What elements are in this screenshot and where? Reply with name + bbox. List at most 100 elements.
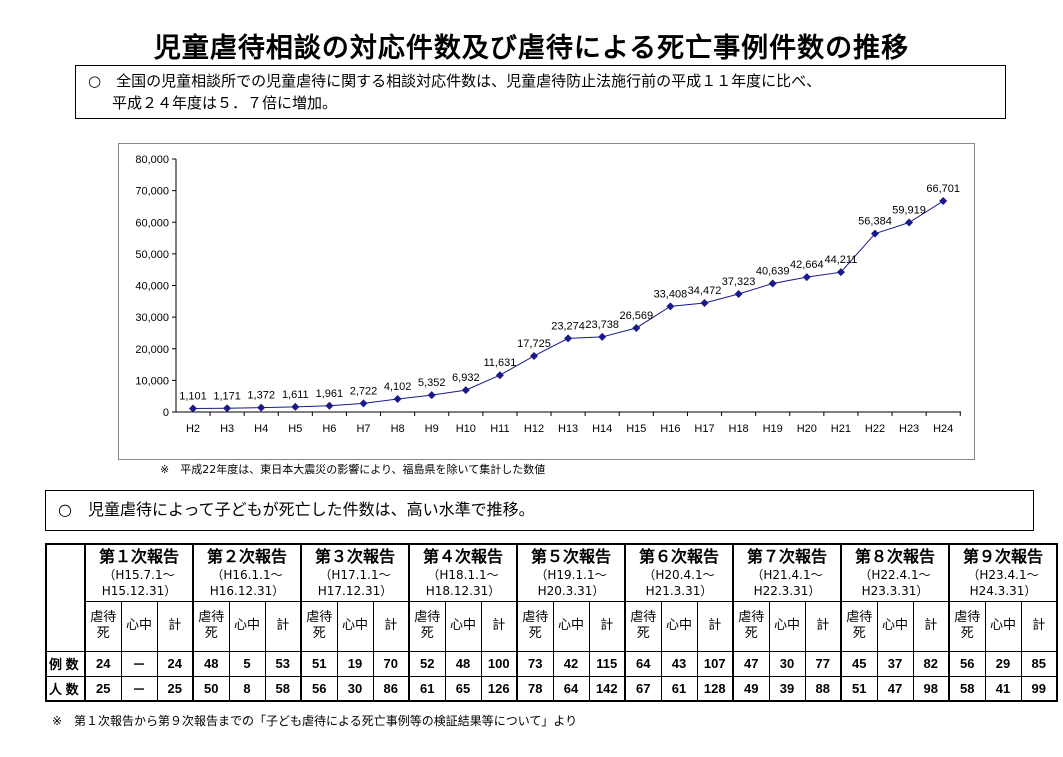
table-cell: 58 [264, 675, 302, 702]
data-point [427, 391, 436, 400]
data-point [768, 279, 777, 288]
report-header: 第５次報告 （H19.1.1～ H20.3.31） [516, 543, 626, 602]
report-name: 第５次報告 [530, 546, 611, 566]
x-tick-label: H13 [558, 423, 578, 435]
data-point [598, 332, 607, 341]
table-cell: 52 [408, 650, 446, 677]
data-point [666, 302, 675, 311]
data-point [495, 371, 504, 380]
data-point [461, 386, 470, 395]
x-tick-label: H14 [592, 423, 612, 435]
column-header: 心中 [120, 600, 158, 652]
data-label: 1,171 [213, 390, 241, 402]
y-tick-label: 40,000 [135, 281, 169, 293]
table-cell: 88 [804, 675, 842, 702]
x-tick-label: H21 [831, 423, 851, 435]
table-cell: － [120, 675, 158, 702]
data-point [189, 404, 197, 413]
table-cell: 30 [336, 675, 374, 702]
report-name: 第７次報告 [746, 546, 827, 566]
table-cell: 64 [624, 650, 662, 677]
table-cell: 47 [732, 650, 770, 677]
data-label: 11,631 [483, 357, 516, 369]
report-header: 第３次報告 （H17.1.1～ H17.12.31） [300, 543, 410, 602]
table-cell: 51 [300, 650, 338, 677]
data-label: 23,274 [551, 320, 585, 332]
table-cell: 47 [876, 675, 914, 702]
table-cell: 86 [372, 675, 410, 702]
y-tick-label: 60,000 [135, 217, 169, 229]
data-point [325, 401, 334, 410]
report-period-end: H16.12.31） [209, 583, 285, 598]
report-period-start: （H15.7.1～ [103, 567, 175, 582]
table-cell: 45 [840, 650, 878, 677]
column-header: 虐待死 [408, 600, 446, 652]
column-header: 虐待死 [516, 600, 554, 652]
column-header: 虐待死 [84, 600, 122, 652]
column-header: 心中 [444, 600, 482, 652]
table-cell: 70 [372, 650, 410, 677]
summary-line-2: 平成２４年度は５．７倍に増加。 [112, 94, 338, 112]
series-line [192, 200, 944, 410]
data-label: 44,211 [824, 254, 857, 266]
table-cell: 42 [552, 650, 590, 677]
x-tick-label: H19 [763, 423, 783, 435]
table-cell: 30 [768, 650, 806, 677]
column-header: 心中 [552, 600, 590, 652]
report-header: 第４次報告 （H18.1.1～ H18.12.31） [408, 543, 518, 602]
x-tick-label: H9 [425, 423, 439, 435]
data-label: 17,725 [517, 338, 551, 350]
data-point [802, 273, 811, 282]
report-period-end: H21.3.31） [645, 583, 713, 598]
table-row: 例 数 24 － 24 48 5 53 51 19 70 52 48 100 73 42 115 64 43 107… [45, 650, 1058, 677]
x-tick-label: H5 [288, 423, 302, 435]
data-label: 40,639 [756, 265, 790, 277]
report-name: 第４次報告 [422, 546, 503, 566]
x-tick-label: H7 [356, 423, 370, 435]
report-period-start: （H21.4.1～ [751, 567, 823, 582]
data-label: 4,102 [384, 381, 412, 393]
data-point [836, 268, 845, 277]
column-header: 心中 [660, 600, 698, 652]
data-point [564, 334, 573, 343]
data-point [734, 289, 743, 298]
x-tick-label: H22 [865, 423, 885, 435]
data-point [257, 403, 266, 412]
column-header: 虐待死 [624, 600, 662, 652]
table-cell: 61 [660, 675, 698, 702]
column-header: 計 [804, 600, 842, 652]
report-period-start: （H17.1.1～ [319, 567, 391, 582]
table-cell: 142 [588, 675, 626, 702]
column-header: 計 [480, 600, 518, 652]
table-cell: 50 [192, 675, 230, 702]
column-header: 心中 [876, 600, 914, 652]
data-label: 2,722 [350, 385, 378, 397]
row-label: 例 数 [45, 650, 86, 677]
x-tick-label: H6 [322, 423, 336, 435]
data-point [530, 351, 538, 360]
data-label: 56,384 [858, 216, 892, 228]
x-tick-label: H16 [660, 423, 680, 435]
table-cell: 43 [660, 650, 698, 677]
table-cell: 48 [444, 650, 482, 677]
report-period-start: （H19.1.1～ [535, 567, 607, 582]
column-header: 虐待死 [840, 600, 878, 652]
column-header: 計 [372, 600, 410, 652]
column-header: 計 [696, 600, 734, 652]
data-point [905, 218, 914, 227]
report-period-end: H17.12.31） [317, 583, 393, 598]
table-cell: 49 [732, 675, 770, 702]
data-point [291, 402, 300, 411]
table-cell: 78 [516, 675, 554, 702]
table-cell: 56 [948, 650, 986, 677]
x-tick-label: H10 [456, 423, 476, 435]
report-name: 第６次報告 [638, 546, 719, 566]
column-header: 計 [264, 600, 302, 652]
x-tick-label: H24 [933, 423, 953, 435]
table-cell: 58 [948, 675, 986, 702]
report-period-end: H22.3.31） [753, 583, 821, 598]
data-point [700, 298, 709, 307]
column-header: 虐待死 [732, 600, 770, 652]
report-period-end: H23.3.31） [861, 583, 929, 598]
column-header: 計 [156, 600, 194, 652]
